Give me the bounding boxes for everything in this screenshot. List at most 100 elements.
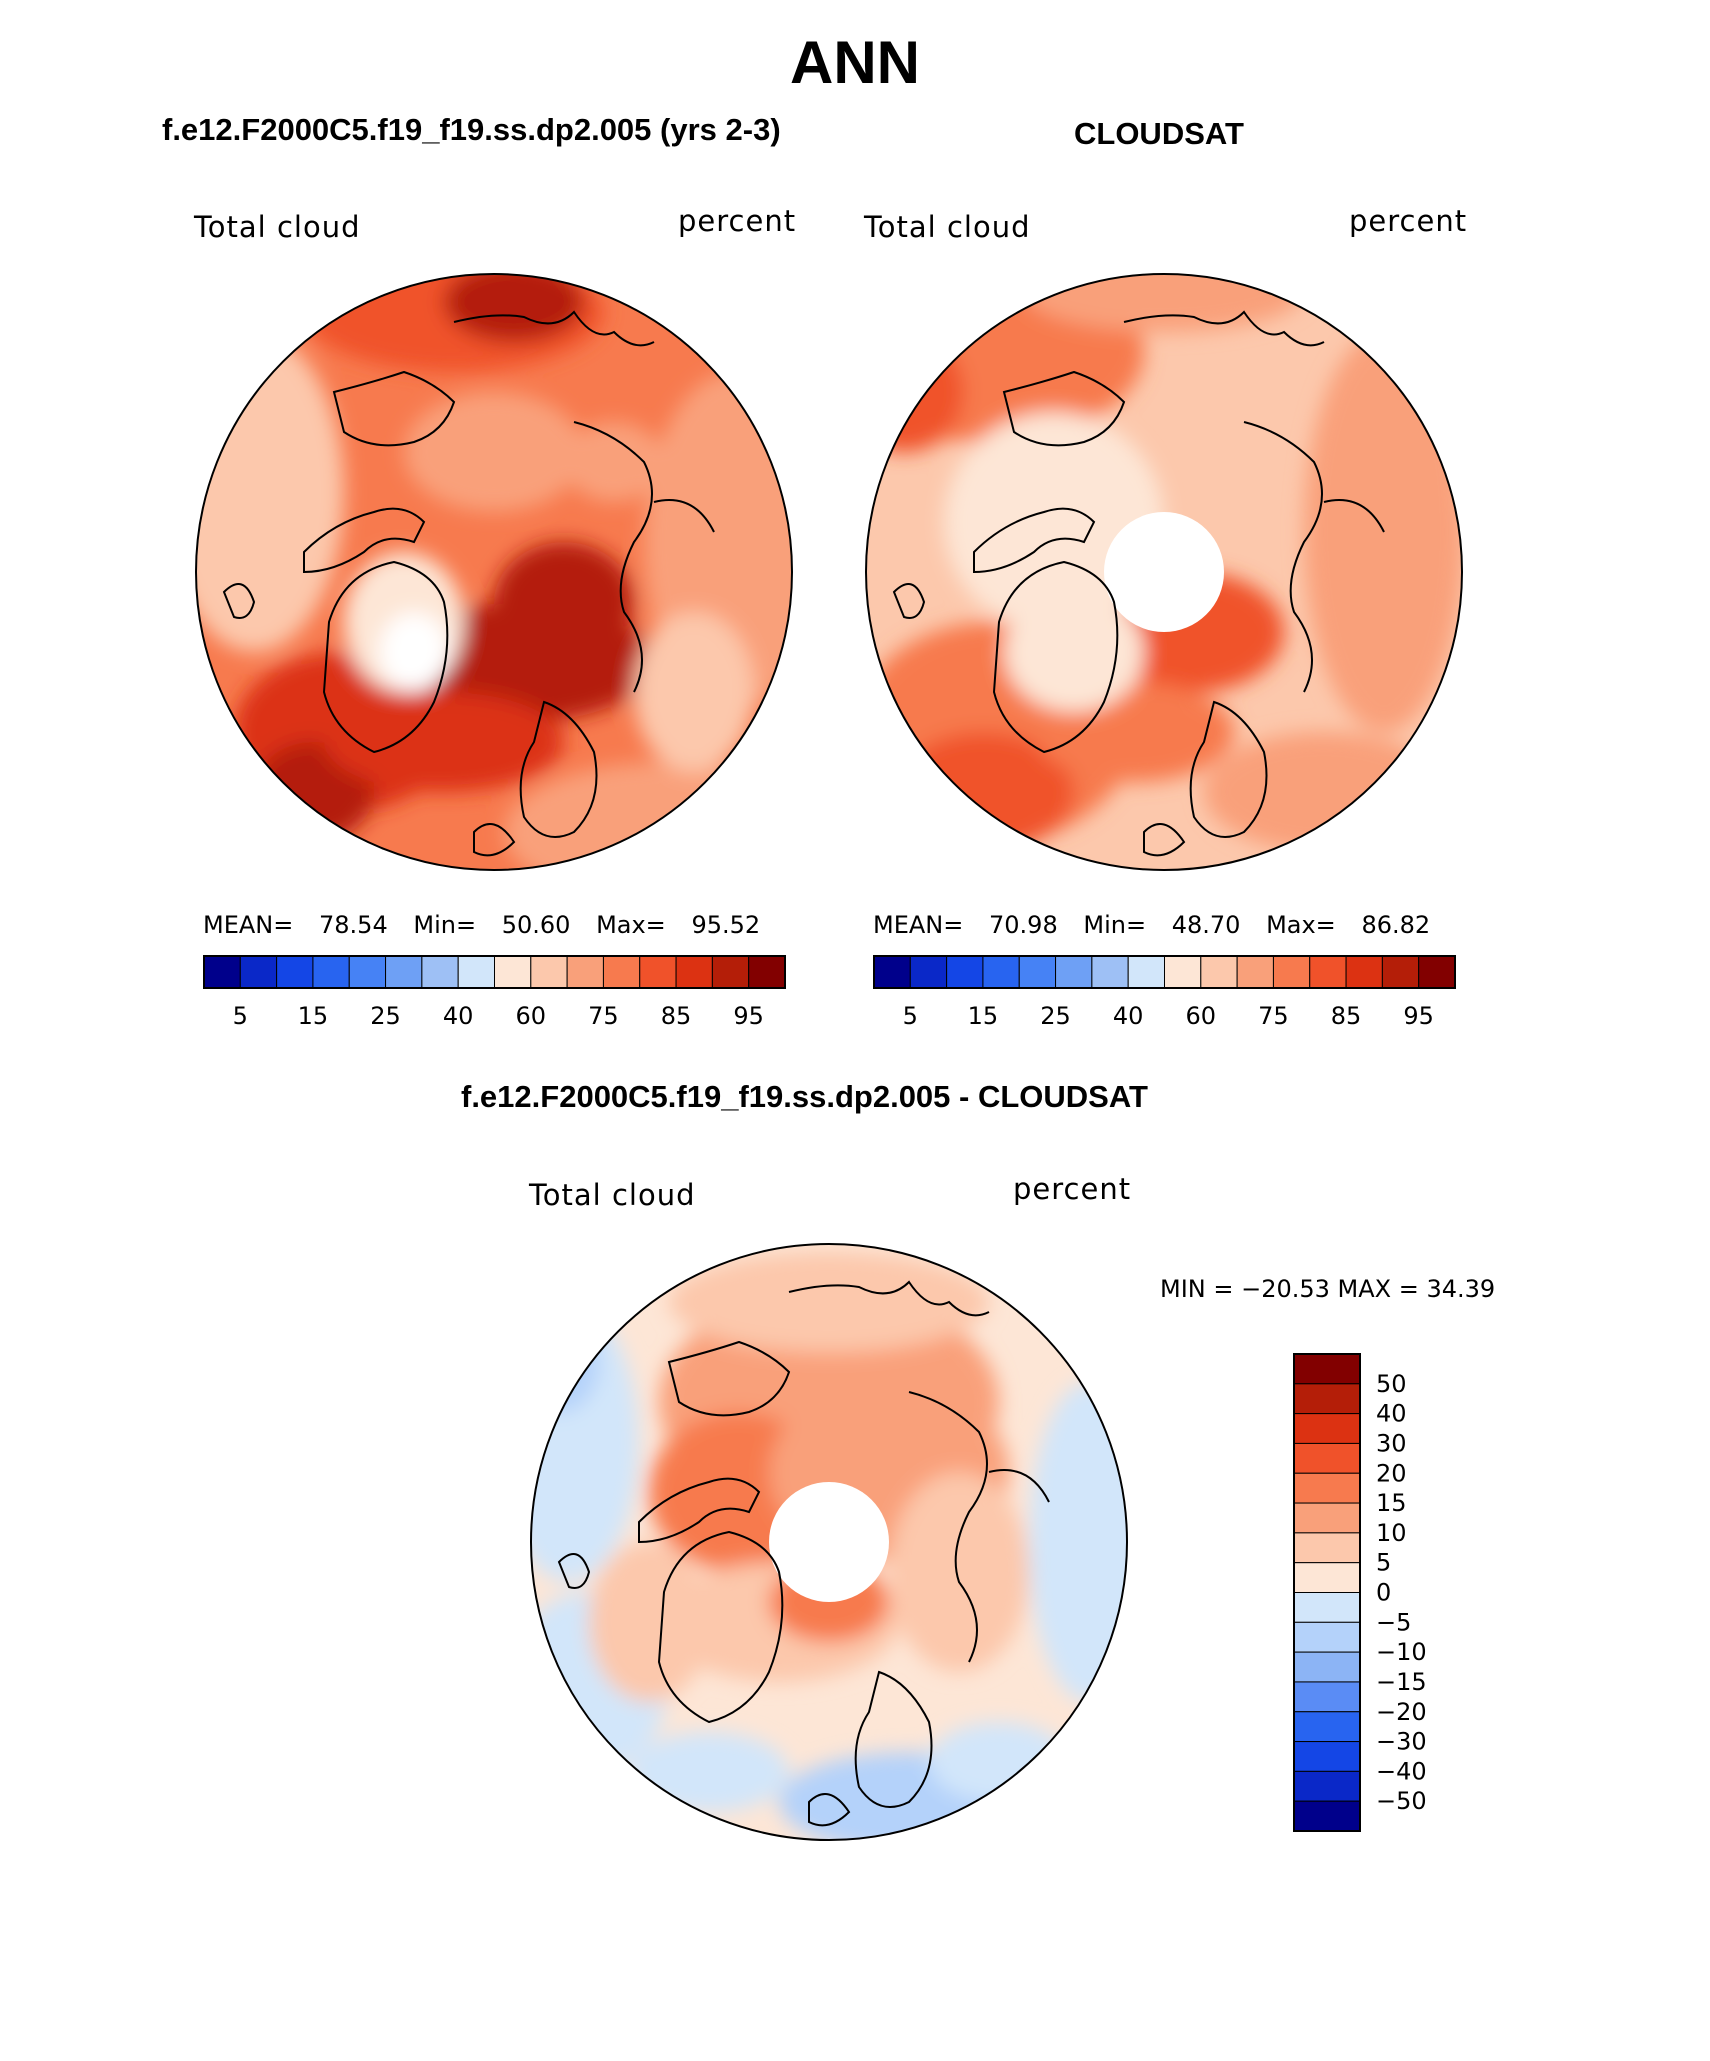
diff-colorbar-swatch-2 — [1293, 1413, 1361, 1444]
model-colorbar-swatch-9 — [530, 955, 568, 989]
obs-colorbar-tick-label: 95 — [1403, 1002, 1434, 1030]
obs-case-title: CLOUDSAT — [1074, 116, 1244, 151]
model-coastlines — [222, 310, 715, 857]
obs-colorbar-tick-label: 60 — [1186, 1002, 1217, 1030]
obs-colorbar-swatch-14 — [1381, 955, 1420, 989]
obs-min-label: Min= — [1083, 911, 1147, 939]
diff-minmax: MIN = −20.53 MAX = 34.39 — [1160, 1275, 1496, 1303]
model-colorbar-swatch-13 — [675, 955, 713, 989]
obs-colorbar-tick-label: 75 — [1258, 1002, 1289, 1030]
obs-colorbar-tick-label: 25 — [1040, 1002, 1071, 1030]
model-colorbar-tick-label: 75 — [588, 1002, 619, 1030]
model-colorbar: 5 15 25 40 60 75 85 95 — [203, 955, 786, 1030]
diff-colorbar-swatch-6 — [1293, 1532, 1361, 1564]
obs-colorbar-swatch-6 — [1091, 955, 1129, 989]
obs-polar-map — [865, 273, 1463, 871]
model-colorbar-swatch-10 — [566, 955, 604, 989]
diff-colorbar-swatch-7 — [1293, 1562, 1361, 1593]
diff-cloud-field — [531, 1244, 1127, 1840]
obs-missing-data-hole — [1104, 512, 1224, 632]
obs-colorbar-swatch-7 — [1127, 955, 1165, 989]
obs-colorbar-tick-label: 5 — [903, 1002, 918, 1030]
obs-cloud-field — [866, 274, 1462, 870]
model-min-label: Min= — [413, 911, 477, 939]
diff-colorbar-frame — [1293, 1353, 1361, 1832]
diff-polar-map — [530, 1243, 1128, 1841]
model-max-label: Max= — [596, 911, 666, 939]
model-colorbar-swatch-11 — [602, 955, 641, 989]
model-colorbar-tick-label: 40 — [443, 1002, 474, 1030]
diff-colorbar-swatch-3 — [1293, 1442, 1361, 1474]
obs-variable-label: Total cloud — [864, 210, 1031, 244]
obs-colorbar-swatch-1 — [909, 955, 948, 989]
obs-colorbar-swatch-11 — [1272, 955, 1311, 989]
obs-stats: MEAN= 70.98 Min= 48.70 Max= 86.82 — [873, 911, 1430, 939]
obs-colorbar-tick-label: 15 — [968, 1002, 999, 1030]
model-colorbar-tick-label: 85 — [661, 1002, 692, 1030]
obs-mean-value: 70.98 — [989, 911, 1058, 939]
model-variable-label: Total cloud — [194, 210, 361, 244]
model-colorbar-swatch-15 — [748, 955, 786, 989]
obs-colorbar-tick-label: 40 — [1113, 1002, 1144, 1030]
model-colorbar-swatch-4 — [348, 955, 387, 989]
obs-colorbar-swatch-2 — [946, 955, 984, 989]
model-colorbar-frame — [203, 955, 786, 989]
diff-colorbar-tick-label: 50 — [1376, 1370, 1407, 1398]
model-colorbar-tick-label: 25 — [370, 1002, 401, 1030]
obs-colorbar-tick-label: 85 — [1331, 1002, 1362, 1030]
model-colorbar-swatch-6 — [421, 955, 459, 989]
diff-colorbar-tick-label: 5 — [1376, 1549, 1391, 1577]
diff-colorbar-swatch-14 — [1293, 1770, 1361, 1802]
diff-colorbar-swatch-13 — [1293, 1741, 1361, 1772]
obs-colorbar-swatch-5 — [1055, 955, 1093, 989]
diff-colorbar-swatch-10 — [1293, 1651, 1361, 1683]
model-mean-label: MEAN= — [203, 911, 294, 939]
diff-colorbar-tick-label: −20 — [1376, 1698, 1427, 1726]
obs-coastlines — [892, 310, 1385, 857]
obs-colorbar: 5 15 25 40 60 75 85 95 — [873, 955, 1456, 1030]
model-units-label: percent — [678, 204, 797, 238]
model-colorbar-swatch-14 — [711, 955, 750, 989]
diff-title: f.e12.F2000C5.f19_f19.ss.dp2.005 - CLOUD… — [461, 1079, 1148, 1114]
model-colorbar-tick-label: 15 — [298, 1002, 329, 1030]
obs-colorbar-frame — [873, 955, 1456, 989]
diff-colorbar-swatch-1 — [1293, 1383, 1361, 1415]
model-colorbar-swatch-12 — [639, 955, 677, 989]
season-title: ANN — [790, 29, 920, 96]
diff-variable-label: Total cloud — [529, 1178, 696, 1212]
obs-colorbar-swatch-12 — [1309, 955, 1347, 989]
diff-colorbar-swatch-4 — [1293, 1472, 1361, 1504]
diff-colorbar-swatch-8 — [1293, 1592, 1361, 1623]
diff-colorbar-tick-label: −10 — [1376, 1638, 1427, 1666]
diff-colorbar-tick-label: 20 — [1376, 1459, 1407, 1487]
model-mean-value: 78.54 — [319, 911, 388, 939]
diff-colorbar-tick-label: −5 — [1376, 1608, 1411, 1636]
model-stats: MEAN= 78.54 Min= 50.60 Max= 95.52 — [203, 911, 760, 939]
diff-colorbar-tick-label: 15 — [1376, 1489, 1407, 1517]
model-colorbar-swatch-5 — [385, 955, 423, 989]
diff-colorbar-tick-label: 40 — [1376, 1400, 1407, 1428]
obs-colorbar-swatch-4 — [1018, 955, 1057, 989]
model-colorbar-swatch-8 — [494, 955, 532, 989]
model-max-value: 95.52 — [691, 911, 761, 939]
diff-missing-data-hole — [769, 1482, 889, 1602]
diff-colorbar-swatch-15 — [1293, 1800, 1361, 1832]
diff-colorbar-tick-label: 10 — [1376, 1519, 1407, 1547]
model-colorbar-swatch-2 — [276, 955, 314, 989]
model-colorbar-swatch-3 — [312, 955, 350, 989]
diff-colorbar-swatch-9 — [1293, 1621, 1361, 1653]
diff-colorbar-tick-label: 30 — [1376, 1429, 1407, 1457]
diff-coastlines — [557, 1280, 1050, 1827]
obs-units-label: percent — [1349, 204, 1468, 238]
model-colorbar-tick-label: 95 — [733, 1002, 764, 1030]
obs-colorbar-swatch-15 — [1418, 955, 1456, 989]
model-colorbar-tick-label: 5 — [233, 1002, 248, 1030]
obs-max-value: 86.82 — [1361, 911, 1431, 939]
diff-colorbar-tick-label: −30 — [1376, 1728, 1427, 1756]
obs-colorbar-swatch-13 — [1345, 955, 1383, 989]
diff-colorbar-swatch-12 — [1293, 1711, 1361, 1743]
obs-mean-label: MEAN= — [873, 911, 964, 939]
diff-colorbar-tick-label: 0 — [1376, 1579, 1391, 1607]
obs-colorbar-swatch-3 — [982, 955, 1020, 989]
